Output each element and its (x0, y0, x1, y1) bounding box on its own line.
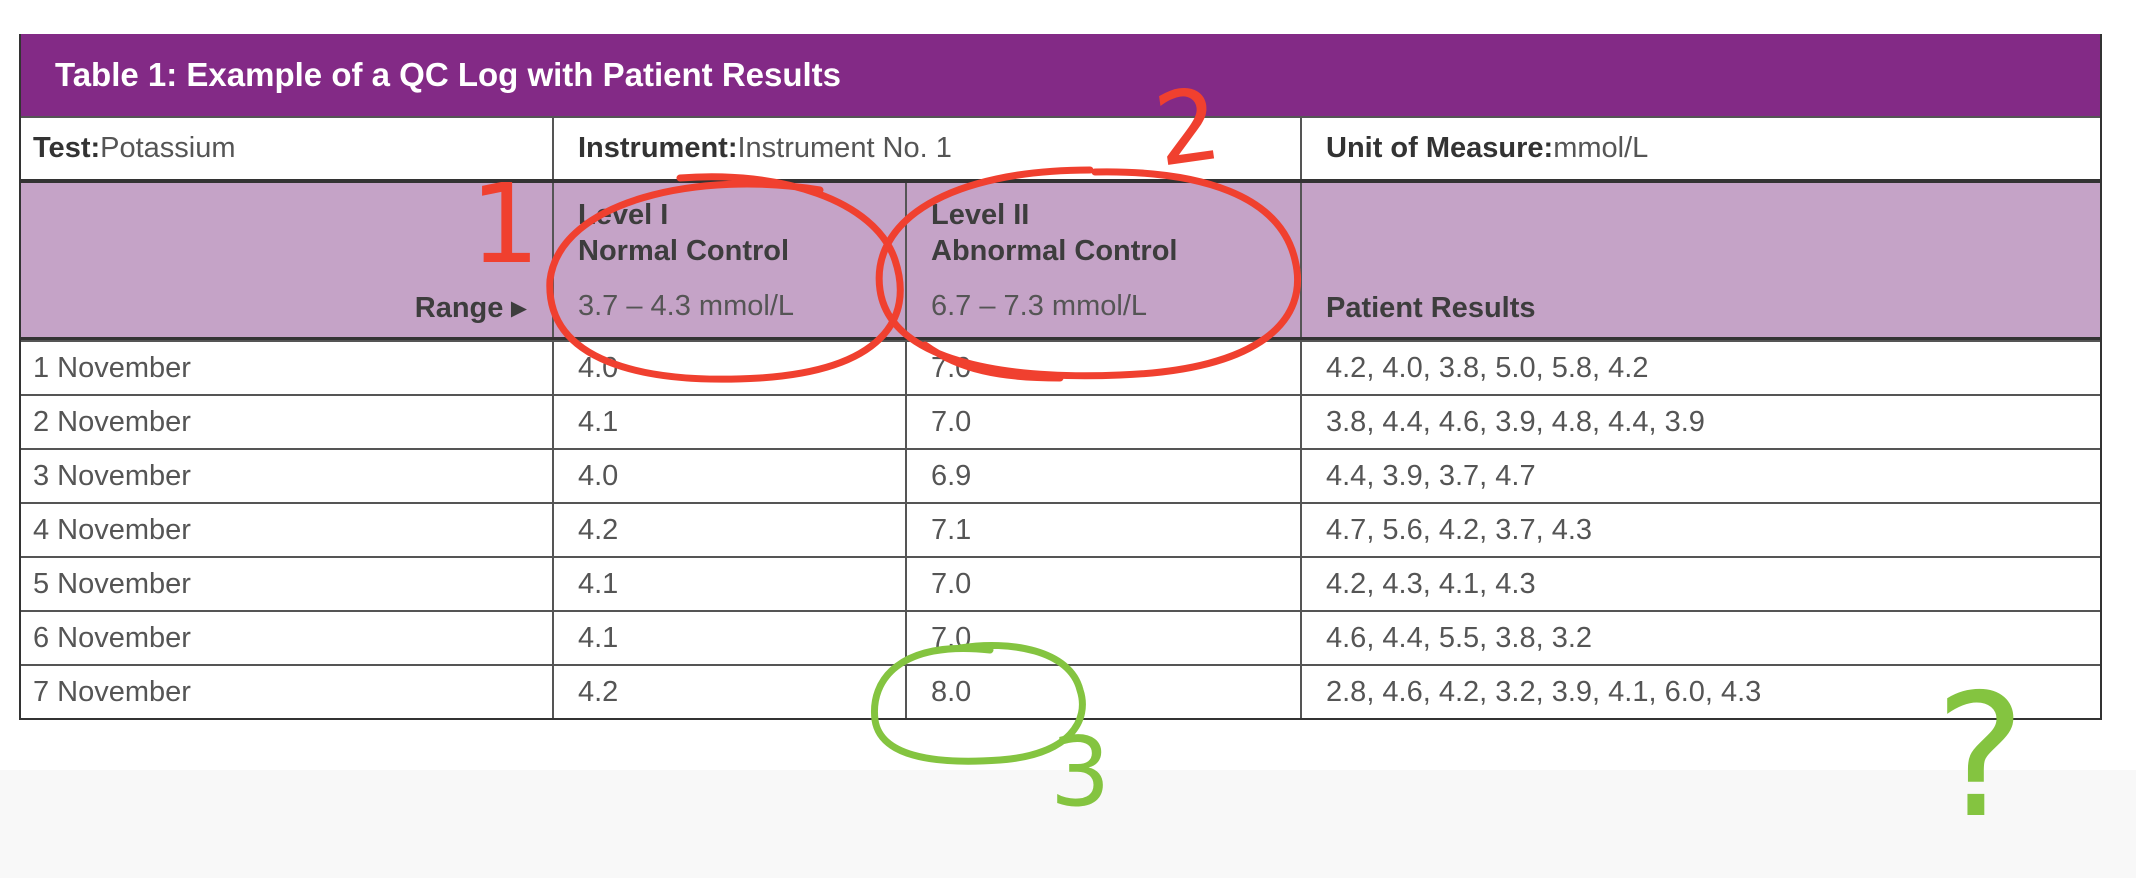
level2-value: 7.0 (905, 558, 1300, 610)
info-row: Test: Potassium Instrument: Instrument N… (21, 116, 2100, 179)
level1-header: Level I Normal Control 3.7 – 4.3 mmol/L (552, 183, 905, 337)
table-row: 2 November 4.1 7.0 3.8, 4.4, 4.6, 3.9, 4.8,… (21, 394, 2100, 448)
level1-subtitle: Normal Control (578, 235, 790, 267)
table-row: 1 November 4.0 7.0 4.2, 4.0, 3.8, 5.0, 5.8,… (21, 340, 2100, 394)
range-label: Range ▸ (414, 292, 526, 324)
table-row: 4 November 4.2 7.1 4.7, 5.6, 4.2, 3.7, 4.3 (21, 502, 2100, 556)
date-cell: 2 November (33, 405, 191, 438)
date-cell: 1 November (33, 351, 191, 384)
annotation-mark-1: 1 (470, 160, 540, 288)
date-cell: 4 November (33, 513, 191, 546)
level2-value: 8.0 (905, 666, 1300, 718)
date-cell: 5 November (33, 567, 191, 600)
level2-value: 6.9 (905, 450, 1300, 502)
patient-results-value: 2.8, 4.6, 4.2, 3.2, 3.9, 4.1, 6.0, 4.3 (1300, 666, 2100, 718)
level1-value: 4.2 (552, 504, 905, 556)
table-row: 5 November 4.1 7.0 4.2, 4.3, 4.1, 4.3 (21, 556, 2100, 610)
table-row: 6 November 4.1 7.0 4.6, 4.4, 5.5, 3.8, 3.2 (21, 610, 2100, 664)
level2-value: 7.0 (905, 396, 1300, 448)
patient-results-value: 4.7, 5.6, 4.2, 3.7, 4.3 (1300, 504, 2100, 556)
instrument-value: Instrument No. 1 (737, 132, 952, 164)
unit-value: mmol/L (1553, 132, 1649, 164)
background-footer (0, 770, 2136, 878)
level2-value: 7.1 (905, 504, 1300, 556)
level1-value: 4.2 (552, 666, 905, 718)
green-circle-8-0 (870, 641, 1086, 765)
patient-results-header: Patient Results (1300, 183, 2100, 337)
patient-results-value: 4.2, 4.0, 3.8, 5.0, 5.8, 4.2 (1300, 342, 2100, 394)
annotation-mark-2: 2 (1148, 65, 1227, 190)
date-cell: 7 November (33, 675, 191, 708)
annotation-mark-3: 3 (1050, 718, 1110, 828)
level1-range: 3.7 – 4.3 mmol/L (578, 290, 794, 322)
level1-value: 4.1 (552, 396, 905, 448)
level1-value: 4.1 (552, 612, 905, 664)
level2-range: 6.7 – 7.3 mmol/L (931, 290, 1147, 322)
table-title: Table 1: Example of a QC Log with Patien… (21, 34, 2100, 116)
level1-value: 4.0 (552, 450, 905, 502)
red-circle-level1 (546, 173, 904, 383)
test-value: Potassium (100, 132, 236, 164)
instrument-cell: Instrument: Instrument No. 1 (552, 118, 1300, 179)
date-cell: 6 November (33, 621, 191, 654)
date-cell: 3 November (33, 459, 191, 492)
annotation-mark-question: ? (1935, 658, 2025, 856)
instrument-label: Instrument: (578, 132, 738, 164)
patient-results-value: 4.6, 4.4, 5.5, 3.8, 3.2 (1300, 612, 2100, 664)
patient-results-value: 4.4, 3.9, 3.7, 4.7 (1300, 450, 2100, 502)
header-row: Range ▸ Level I Normal Control 3.7 – 4.3… (21, 179, 2100, 340)
range-header: Range ▸ (21, 183, 552, 337)
unit-cell: Unit of Measure: mmol/L (1300, 118, 2100, 179)
patient-results-label: Patient Results (1326, 292, 1536, 324)
test-cell: Test: Potassium (21, 118, 552, 179)
level2-header: Level II Abnormal Control 6.7 – 7.3 mmol… (905, 183, 1300, 337)
level1-value: 4.1 (552, 558, 905, 610)
unit-label: Unit of Measure: (1326, 132, 1554, 164)
patient-results-value: 4.2, 4.3, 4.1, 4.3 (1300, 558, 2100, 610)
red-circle-level2 (875, 166, 1302, 382)
level2-subtitle: Abnormal Control (931, 235, 1178, 267)
table-row: 3 November 4.0 6.9 4.4, 3.9, 3.7, 4.7 (21, 448, 2100, 502)
patient-results-value: 3.8, 4.4, 4.6, 3.9, 4.8, 4.4, 3.9 (1300, 396, 2100, 448)
level2-title: Level II (931, 199, 1030, 231)
test-label: Test: (33, 132, 101, 164)
